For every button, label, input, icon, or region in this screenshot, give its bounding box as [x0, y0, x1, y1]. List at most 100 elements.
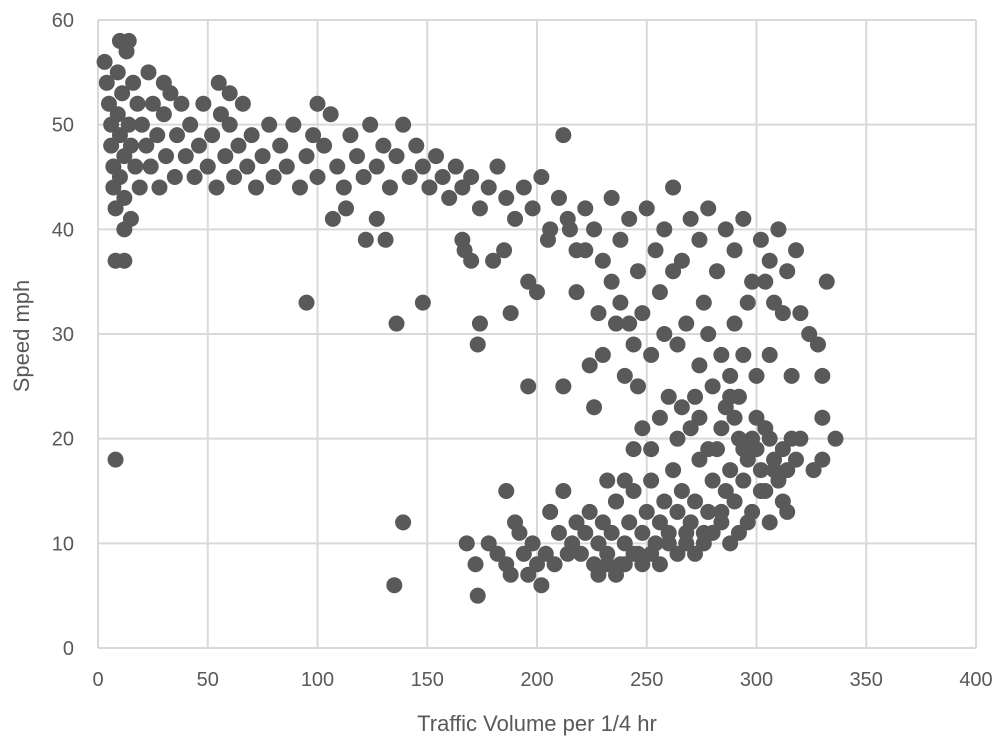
data-point [669, 503, 686, 520]
data-point [149, 127, 166, 144]
data-point [643, 472, 660, 489]
data-point [717, 221, 734, 238]
data-point [687, 388, 704, 405]
data-point [155, 74, 172, 91]
data-point [395, 116, 412, 133]
data-point [524, 535, 541, 552]
data-point [722, 535, 739, 552]
data-point [700, 441, 717, 458]
data-point [660, 388, 677, 405]
data-point [261, 116, 278, 133]
data-point [581, 357, 598, 374]
data-point [735, 346, 752, 363]
data-point [612, 294, 629, 311]
data-point [603, 524, 620, 541]
data-point [210, 74, 227, 91]
x-tick-label: 150 [411, 669, 444, 691]
data-point [761, 252, 778, 269]
x-tick-label: 350 [850, 669, 883, 691]
data-point [368, 210, 385, 227]
data-point [166, 169, 183, 185]
data-point [144, 95, 161, 112]
data-point [298, 148, 315, 165]
data-point [469, 587, 486, 604]
x-tick-label: 0 [92, 669, 103, 691]
data-point [362, 116, 379, 133]
data-point [533, 169, 550, 185]
data-point [355, 169, 372, 185]
data-point [814, 409, 831, 426]
data-point [441, 189, 458, 206]
data-point [691, 409, 708, 426]
data-point [169, 127, 186, 144]
data-point [730, 524, 747, 541]
data-point [208, 179, 225, 196]
data-point [748, 409, 765, 426]
data-point [111, 127, 128, 144]
data-point [722, 388, 739, 405]
data-point [386, 577, 403, 594]
data-point [616, 535, 633, 552]
data-point [401, 169, 418, 185]
data-point [564, 535, 581, 552]
y-tick-label: 20 [52, 429, 74, 451]
data-point [529, 556, 545, 573]
y-axis-ticks: 0 10 20 30 40 50 60 [52, 10, 74, 660]
data-point [590, 535, 607, 552]
data-point [700, 326, 717, 342]
data-point [581, 503, 598, 520]
data-point [520, 273, 537, 290]
data-point [555, 378, 572, 395]
data-point [107, 451, 124, 468]
x-tick-label: 250 [630, 669, 663, 691]
data-point [625, 441, 642, 458]
data-point [621, 210, 638, 227]
data-point [792, 305, 809, 322]
data-point [643, 441, 660, 458]
data-point [713, 503, 730, 520]
data-point [735, 210, 752, 227]
data-point [550, 524, 567, 541]
data-point [761, 346, 778, 363]
data-point [616, 556, 633, 573]
y-tick-label: 0 [63, 638, 74, 660]
data-point [272, 137, 289, 154]
data-point [177, 148, 194, 165]
data-point [529, 284, 545, 301]
data-point [805, 462, 822, 479]
data-point [594, 252, 611, 269]
data-point [801, 326, 818, 342]
data-point [643, 545, 660, 562]
data-point [643, 346, 660, 363]
data-point [669, 430, 686, 447]
data-point [621, 315, 638, 332]
data-point [695, 535, 712, 552]
data-point [324, 210, 341, 227]
data-point [498, 483, 515, 499]
data-point [515, 545, 532, 562]
data-point [656, 221, 673, 238]
data-point [480, 535, 497, 552]
data-point [463, 169, 480, 185]
data-point [107, 200, 124, 217]
y-axis-title: Speed mph [9, 280, 34, 393]
data-point [388, 148, 405, 165]
data-point [454, 179, 471, 196]
data-point [511, 524, 528, 541]
data-point [377, 231, 394, 248]
data-point [447, 158, 464, 175]
data-point [673, 399, 690, 416]
data-point [687, 493, 704, 510]
data-point [496, 242, 513, 259]
data-point [395, 514, 412, 531]
data-point [291, 179, 308, 196]
data-point [507, 210, 524, 227]
data-point [704, 378, 721, 395]
data-point [151, 179, 168, 196]
data-point [120, 116, 137, 133]
data-point [305, 127, 322, 144]
data-point [792, 430, 809, 447]
data-point [239, 158, 256, 175]
data-point [329, 158, 346, 175]
